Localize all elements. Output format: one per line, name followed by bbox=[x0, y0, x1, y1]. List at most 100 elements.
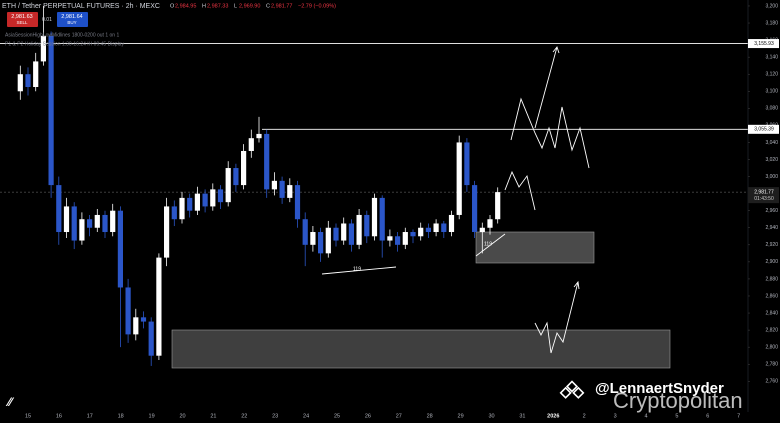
indicator: AsiaSessionHighLowMidlines 1800-0200 out… bbox=[5, 32, 119, 38]
candle-body bbox=[264, 133, 270, 190]
ohlc-key: C bbox=[266, 3, 270, 9]
x-tick-label: 28 bbox=[427, 413, 433, 419]
x-tick-label: 2026 bbox=[547, 413, 559, 419]
buy-button[interactable] bbox=[57, 12, 88, 27]
candle-body bbox=[348, 223, 354, 245]
candle-body bbox=[17, 74, 23, 92]
plot bbox=[0, 5, 748, 366]
buy-price[interactable]: 2,981.64 bbox=[61, 14, 82, 20]
candle-body bbox=[110, 210, 116, 233]
candle-body bbox=[456, 142, 462, 215]
y-tick-label: 3,000 bbox=[765, 174, 778, 180]
candle-body bbox=[171, 206, 177, 220]
candle-body bbox=[125, 287, 131, 335]
candle-body bbox=[148, 321, 154, 356]
ohlc-key: L bbox=[234, 3, 237, 9]
watermark-handle: @LennaertSnyder bbox=[595, 380, 724, 397]
x-tick-label: 15 bbox=[25, 413, 31, 419]
candle-body bbox=[318, 232, 324, 254]
x-tick-label: 2 bbox=[583, 413, 586, 419]
candle-body bbox=[479, 227, 485, 233]
y-tick-label: 2,840 bbox=[765, 310, 778, 316]
tv-logo: ⁄⁄ bbox=[5, 395, 15, 409]
x-tick-label: 6 bbox=[706, 413, 709, 419]
candle-body bbox=[156, 257, 162, 356]
x-tick-label: 16 bbox=[56, 413, 62, 419]
sell-button[interactable] bbox=[7, 12, 38, 27]
y-tick-label: 3,080 bbox=[765, 106, 778, 112]
candle-body bbox=[271, 180, 277, 190]
ohlc-value: 2,981.77 bbox=[271, 3, 292, 9]
x-tick-label: 29 bbox=[458, 413, 464, 419]
y-tick-label: 2,960 bbox=[765, 208, 778, 214]
candle-body bbox=[79, 219, 85, 241]
candle-body bbox=[410, 232, 416, 237]
candle-body bbox=[48, 35, 54, 186]
projection-arrow bbox=[534, 46, 558, 129]
x-tick-label: 22 bbox=[241, 413, 247, 419]
candle-body bbox=[464, 142, 470, 186]
candle-body bbox=[102, 214, 108, 233]
y-tick-label: 2,880 bbox=[765, 276, 778, 282]
candle-body bbox=[56, 185, 62, 233]
ohlc: O 2,984.95 H 2,987.33 L 2,969.90 C 2,981.77 −2.7… bbox=[170, 3, 336, 9]
candle-body bbox=[387, 236, 393, 241]
annotation: 119 bbox=[484, 241, 492, 247]
candle-body bbox=[256, 133, 262, 139]
price-tag bbox=[748, 39, 779, 49]
candle-body bbox=[333, 227, 339, 241]
candle-body bbox=[310, 232, 316, 245]
candle-body bbox=[495, 192, 501, 220]
x-tick-label: 31 bbox=[519, 413, 525, 419]
x-tick-label: 7 bbox=[737, 413, 740, 419]
countdown: 01:43:50 bbox=[754, 196, 774, 202]
candle-body bbox=[341, 223, 347, 241]
x-tick-label: 5 bbox=[675, 413, 678, 419]
candle-body bbox=[194, 193, 200, 211]
candle-body bbox=[117, 210, 123, 288]
ohlc-key: H bbox=[202, 3, 206, 9]
candle-body bbox=[248, 138, 254, 151]
candle-body bbox=[40, 35, 46, 62]
candle-body bbox=[371, 197, 378, 237]
projection bbox=[504, 170, 536, 211]
axis: 3,2003,1803,1603,1403,1203,1003,0803,060… bbox=[748, 3, 779, 385]
candle-body bbox=[379, 197, 385, 241]
x-tick-label: 4 bbox=[644, 413, 647, 419]
candle-body bbox=[441, 223, 447, 233]
x-tick-label: 26 bbox=[365, 413, 371, 419]
candle-body bbox=[279, 180, 285, 198]
candle-body bbox=[202, 193, 208, 207]
drawings bbox=[321, 46, 590, 354]
candle-body bbox=[140, 317, 147, 322]
spread: 0.01 bbox=[42, 17, 52, 23]
y-tick-label: 2,800 bbox=[765, 344, 778, 350]
projection bbox=[510, 97, 590, 169]
sell-price[interactable]: 2,981.63 bbox=[11, 14, 32, 20]
candle-body bbox=[33, 61, 39, 88]
candle-body bbox=[217, 189, 224, 203]
annotation: 119 bbox=[353, 266, 361, 272]
candle-body bbox=[395, 236, 401, 245]
x-tick-label: 25 bbox=[334, 413, 340, 419]
buy-label[interactable]: BUY bbox=[67, 20, 76, 25]
y-tick-label: 2,860 bbox=[765, 293, 778, 299]
y-tick-label: 2,900 bbox=[765, 259, 778, 265]
price-axis bbox=[748, 0, 780, 412]
zone bbox=[171, 329, 671, 369]
arrow-head bbox=[552, 46, 560, 54]
y-tick-label: 3,120 bbox=[765, 72, 778, 78]
y-tick-label: 2,780 bbox=[765, 362, 778, 368]
arrow-head bbox=[573, 280, 580, 290]
candle-body bbox=[402, 232, 408, 245]
x-tick-label: 18 bbox=[118, 413, 124, 419]
watermark-brand: Cryptopolitan bbox=[613, 388, 743, 413]
sell-label[interactable]: SELL bbox=[16, 20, 28, 25]
candle-body bbox=[94, 214, 100, 228]
watermark-logo bbox=[559, 380, 585, 399]
candle-body bbox=[25, 74, 31, 88]
candle-body bbox=[302, 219, 308, 245]
x-tick-label: 17 bbox=[87, 413, 93, 419]
zones bbox=[171, 231, 671, 369]
y-tick-label: 3,200 bbox=[765, 3, 778, 9]
